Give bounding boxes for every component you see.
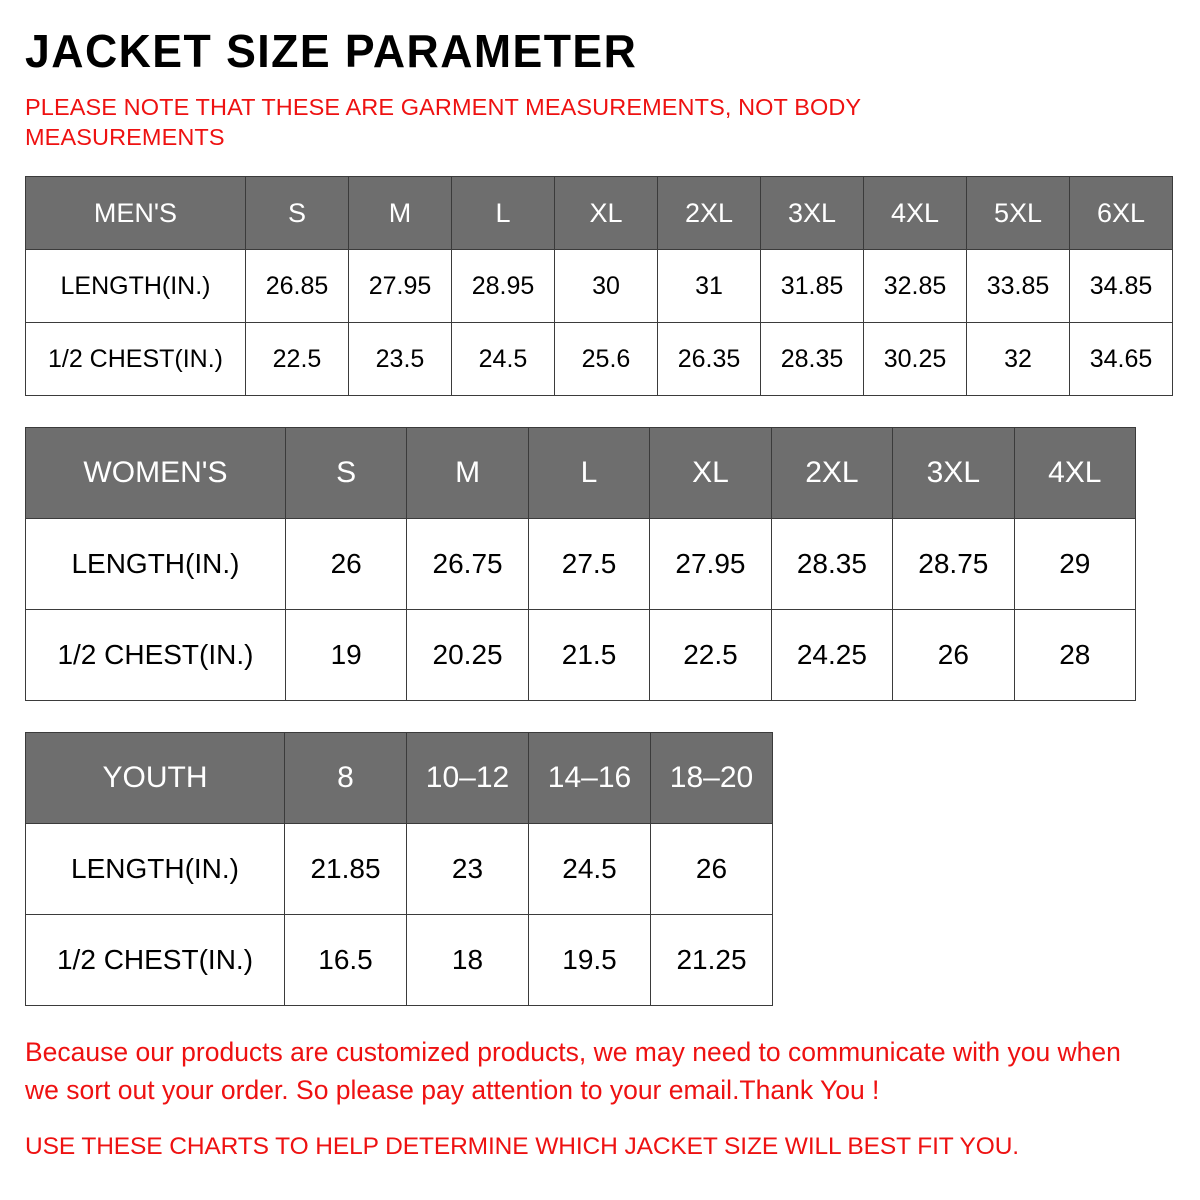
- womens-table-head: WOMEN'S S M L XL 2XL 3XL 4XL: [25, 427, 1137, 520]
- table-row: 1/2 CHEST(IN.) 22.5 23.5 24.5 25.6 26.35 28.35…: [25, 322, 1173, 397]
- size-column-header: XL: [554, 176, 658, 251]
- measurement-value: 22.5: [649, 609, 772, 702]
- size-column-header: L: [527, 427, 651, 520]
- measurement-value: 28.75: [892, 518, 1015, 611]
- measurement-value: 34.65: [1069, 322, 1173, 397]
- size-column-header: S: [284, 427, 408, 520]
- measurement-value: 27.5: [527, 518, 651, 611]
- measurement-row-label: 1/2 CHEST(IN.): [25, 609, 286, 702]
- size-column-header: XL: [649, 427, 772, 520]
- measurement-value: 26: [892, 609, 1015, 702]
- measurement-value: 26.85: [245, 249, 349, 324]
- measurement-value: 30.25: [863, 322, 967, 397]
- mens-table-title: MEN'S: [25, 176, 246, 251]
- table-header-row: MEN'S S M L XL 2XL 3XL 4XL 5XL 6XL: [25, 176, 1173, 251]
- youth-table-title: YOUTH: [25, 732, 285, 825]
- page-title: JACKET SIZE PARAMETER: [25, 25, 638, 77]
- measurement-value: 23.5: [348, 322, 452, 397]
- measurement-value: 28.35: [770, 518, 894, 611]
- chart-usage-notice: USE THESE CHARTS TO HELP DETERMINE WHICH…: [25, 1133, 1019, 1161]
- table-row: LENGTH(IN.) 26.85 27.95 28.95 30 31 31.85 32.85…: [25, 249, 1173, 324]
- table-row: LENGTH(IN.) 26 26.75 27.5 27.95 28.35 28.75 29: [25, 518, 1137, 611]
- size-column-header: 18–20: [650, 732, 773, 825]
- womens-table-body: LENGTH(IN.) 26 26.75 27.5 27.95 28.35 28.75 29 1…: [25, 518, 1137, 702]
- measurement-value: 24.25: [770, 609, 894, 702]
- measurement-value: 22.5: [245, 322, 349, 397]
- table-header-row: YOUTH 8 10–12 14–16 18–20: [25, 732, 773, 825]
- measurement-row-label: 1/2 CHEST(IN.): [25, 322, 246, 397]
- size-column-header: 3XL: [760, 176, 864, 251]
- measurement-value: 26.35: [657, 322, 761, 397]
- size-column-header: 14–16: [528, 732, 651, 825]
- mens-size-table: MEN'S S M L XL 2XL 3XL 4XL 5XL 6XL LENGTH(IN.) 26.…: [25, 176, 1173, 397]
- size-column-header: M: [348, 176, 452, 251]
- mens-table-body: LENGTH(IN.) 26.85 27.95 28.95 30 31 31.85 32.85…: [25, 249, 1173, 397]
- measurement-value: 28.95: [451, 249, 555, 324]
- measurement-value: 31.85: [760, 249, 864, 324]
- size-column-header: 2XL: [657, 176, 761, 251]
- measurement-value: 24.5: [451, 322, 555, 397]
- size-column-header: 8: [284, 732, 407, 825]
- measurement-row-label: LENGTH(IN.): [25, 823, 285, 916]
- youth-size-table: YOUTH 8 10–12 14–16 18–20 LENGTH(IN.) 21.85 23…: [25, 732, 773, 1007]
- table-row: LENGTH(IN.) 21.85 23 24.5 26: [25, 823, 773, 916]
- womens-size-table: WOMEN'S S M L XL 2XL 3XL 4XL LENGTH(IN.) 26 26.75…: [25, 427, 1137, 702]
- measurement-value: 21.25: [650, 914, 773, 1007]
- measurement-value: 24.5: [528, 823, 651, 916]
- measurement-value: 27.95: [649, 518, 772, 611]
- measurement-value: 28: [1013, 609, 1137, 702]
- size-column-header: 2XL: [770, 427, 894, 520]
- measurement-value: 21.5: [527, 609, 651, 702]
- measurement-value: 25.6: [554, 322, 658, 397]
- customization-notice: Because our products are customized prod…: [25, 1037, 1121, 1105]
- garment-measurement-note: PLEASE NOTE THAT THESE ARE GARMENT MEASU…: [25, 94, 861, 151]
- measurement-value: 34.85: [1069, 249, 1173, 324]
- table-row: 1/2 CHEST(IN.) 19 20.25 21.5 22.5 24.25 26 28: [25, 609, 1137, 702]
- measurement-value: 33.85: [966, 249, 1070, 324]
- womens-table-title: WOMEN'S: [25, 427, 286, 520]
- size-column-header: M: [406, 427, 529, 520]
- table-row: 1/2 CHEST(IN.) 16.5 18 19.5 21.25: [25, 914, 773, 1007]
- youth-table-head: YOUTH 8 10–12 14–16 18–20: [25, 732, 773, 825]
- measurement-row-label: 1/2 CHEST(IN.): [25, 914, 285, 1007]
- measurement-value: 19: [284, 609, 408, 702]
- table-header-row: WOMEN'S S M L XL 2XL 3XL 4XL: [25, 427, 1137, 520]
- measurement-value: 20.25: [406, 609, 529, 702]
- measurement-row-label: LENGTH(IN.): [25, 249, 246, 324]
- measurement-value: 21.85: [284, 823, 407, 916]
- size-column-header: 4XL: [1013, 427, 1137, 520]
- measurement-value: 29: [1013, 518, 1137, 611]
- measurement-value: 28.35: [760, 322, 864, 397]
- measurement-value: 27.95: [348, 249, 452, 324]
- size-column-header: 3XL: [892, 427, 1015, 520]
- size-column-header: 5XL: [966, 176, 1070, 251]
- measurement-value: 32.85: [863, 249, 967, 324]
- size-column-header: 10–12: [406, 732, 529, 825]
- measurement-value: 26.75: [406, 518, 529, 611]
- measurement-value: 30: [554, 249, 658, 324]
- measurement-value: 18: [406, 914, 529, 1007]
- measurement-value: 26: [284, 518, 408, 611]
- measurement-row-label: LENGTH(IN.): [25, 518, 286, 611]
- measurement-value: 16.5: [284, 914, 407, 1007]
- size-column-header: L: [451, 176, 555, 251]
- measurement-value: 32: [966, 322, 1070, 397]
- size-column-header: 6XL: [1069, 176, 1173, 251]
- measurement-value: 23: [406, 823, 529, 916]
- measurement-value: 31: [657, 249, 761, 324]
- size-column-header: S: [245, 176, 349, 251]
- youth-table-body: LENGTH(IN.) 21.85 23 24.5 26 1/2 CHEST(IN.) 16…: [25, 823, 773, 1007]
- measurement-value: 19.5: [528, 914, 651, 1007]
- mens-table-head: MEN'S S M L XL 2XL 3XL 4XL 5XL 6XL: [25, 176, 1173, 251]
- measurement-value: 26: [650, 823, 773, 916]
- size-column-header: 4XL: [863, 176, 967, 251]
